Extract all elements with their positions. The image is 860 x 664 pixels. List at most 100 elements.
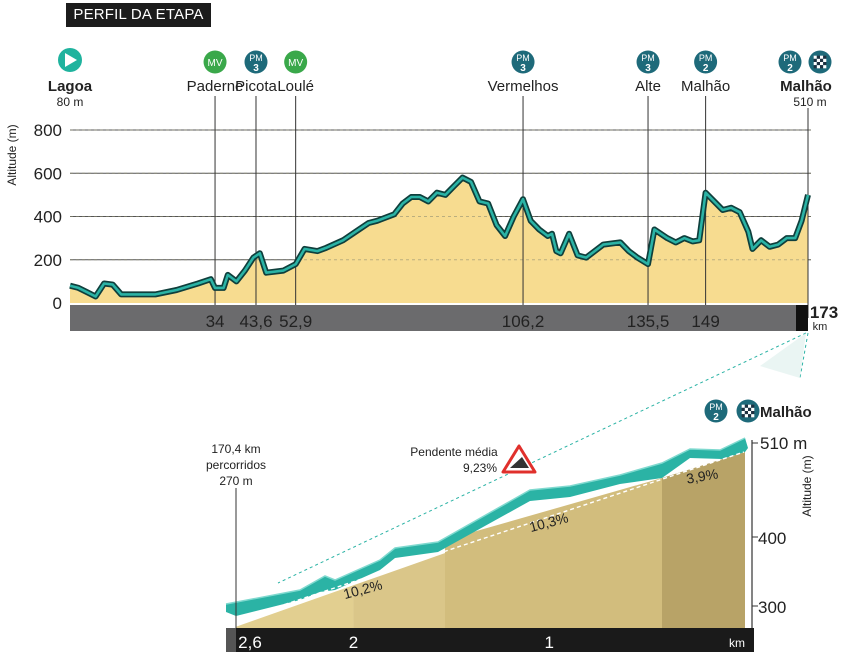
average-gradient-line — [237, 451, 745, 621]
checkpoint-badge: PM3 — [636, 50, 660, 74]
climb-segment — [662, 452, 745, 628]
flag-square — [823, 65, 827, 69]
climb-segment — [236, 585, 354, 628]
zoom-y-axis-title: Altitude (m) — [800, 455, 814, 516]
flag-square — [751, 407, 755, 411]
flag-square — [813, 58, 817, 62]
zoom-funnel — [760, 333, 806, 378]
y-tick-label: 0 — [53, 294, 62, 313]
warning-icon — [501, 444, 537, 474]
climb-start-altitude: 270 m — [219, 474, 252, 488]
start-name: Lagoa — [48, 78, 93, 95]
x-end-label: 173 — [810, 303, 838, 322]
mv-badge-text: MV — [208, 58, 223, 69]
checkpoint-name: Loulé — [277, 78, 314, 95]
flag-square — [744, 411, 748, 415]
checkpoint-name: Paderne — [187, 78, 244, 95]
flag-square — [823, 62, 827, 66]
flag-square — [751, 411, 755, 415]
checkpoint-name: Picota — [235, 78, 277, 95]
climb-segment — [445, 478, 662, 628]
pm-badge-category: 2 — [703, 63, 709, 74]
flag-square — [816, 62, 820, 66]
flag-square — [744, 407, 748, 411]
pm-badge-circle — [694, 50, 718, 74]
finish-altitude: 510 m — [793, 95, 826, 109]
flag-square — [741, 414, 745, 418]
flag-square — [813, 65, 817, 69]
zoom-x-axis-edge — [226, 628, 236, 652]
checkered-flag-icon — [808, 50, 832, 74]
warning-triangle — [501, 444, 537, 474]
checkpoint-badge: MV — [203, 50, 227, 74]
profile-line — [69, 176, 810, 298]
average-gradient-value: 9,23% — [463, 461, 497, 475]
mv-badge-text: MV — [288, 58, 303, 69]
flag-square — [741, 407, 745, 411]
page-title: PERFIL DA ETAPA — [66, 3, 211, 27]
pm-badge-circle — [704, 399, 728, 423]
play-icon — [65, 53, 77, 67]
checkpoint-badge: PM3 — [244, 50, 268, 74]
finish-name: Malhão — [780, 78, 832, 95]
flag-square — [813, 62, 817, 66]
start-altitude: 80 m — [57, 95, 84, 109]
flag-square — [744, 404, 748, 408]
zoom-y-tick-label: 510 m — [760, 434, 807, 453]
zoom-connector — [799, 332, 809, 379]
checkpoint-name: Vermelhos — [488, 78, 559, 95]
checkpoint-badge: PM3 — [511, 50, 535, 74]
pm-badge-category: 3 — [253, 63, 259, 74]
flag-square — [748, 414, 752, 418]
gradient-label: 3,9% — [685, 465, 719, 486]
x-tick-label: 149 — [691, 312, 719, 331]
flag-square — [823, 55, 827, 59]
flag-square — [748, 407, 752, 411]
x-axis-end-block — [796, 305, 808, 331]
profile-area — [70, 177, 808, 303]
flag-square — [823, 58, 827, 62]
climb-ribbon — [226, 438, 748, 616]
start-badge — [58, 48, 82, 72]
pm-badge-circle — [244, 50, 268, 74]
y-tick-label: 400 — [34, 208, 62, 227]
x-tick-label: 34 — [206, 312, 225, 331]
pm-badge-category: 3 — [645, 63, 651, 74]
mv-badge-circle — [284, 50, 308, 74]
x-tick-label: 135,5 — [627, 312, 670, 331]
flag-square — [813, 55, 817, 59]
flag-square — [741, 411, 745, 415]
flag-square — [751, 404, 755, 408]
zoom-y-tick-label: 300 — [758, 598, 786, 617]
y-tick-label: 800 — [34, 121, 62, 140]
pm-badge-circle — [636, 50, 660, 74]
pm-badge-text: PM — [516, 53, 530, 63]
climb-finish-name: Malhão — [760, 404, 812, 421]
flag-square — [744, 414, 748, 418]
y-tick-label: 600 — [34, 164, 62, 183]
zoom-x-tick-label: 2 — [349, 633, 358, 652]
flag-square — [820, 58, 824, 62]
pm-badge-circle — [511, 50, 535, 74]
x-tick-label: 52,9 — [279, 312, 312, 331]
flag-square — [820, 65, 824, 69]
y-axis-title: Altitude (m) — [5, 124, 19, 185]
zoom-x-tick-label: 2,6 — [238, 633, 262, 652]
x-axis-bar — [70, 305, 808, 331]
x-end-unit: km — [813, 321, 828, 333]
climb-checkered-flag-icon — [736, 399, 760, 423]
flag-square — [816, 55, 820, 59]
pm-badge-category: 2 — [787, 63, 793, 74]
checkpoint-name: Alte — [635, 78, 661, 95]
pm-badge-category: 2 — [713, 412, 719, 423]
zoom-x-axis-bar — [226, 628, 754, 652]
flag-square — [820, 62, 824, 66]
pm-badge-circle — [778, 50, 802, 74]
flag-square — [816, 65, 820, 69]
zoom-y-tick-label: 400 — [758, 529, 786, 548]
mv-badge-circle — [203, 50, 227, 74]
x-tick-label: 106,2 — [502, 312, 545, 331]
checkpoint-badge: MV — [284, 50, 308, 74]
